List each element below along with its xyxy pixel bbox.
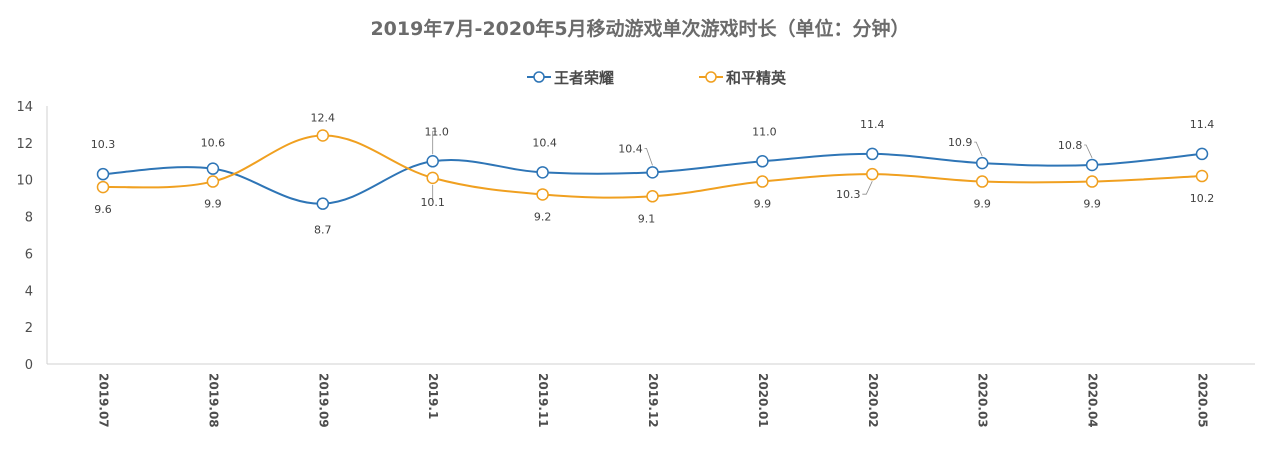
legend-item-series-1: 王者荣耀	[527, 66, 614, 88]
data-label-leader	[974, 141, 983, 157]
legend-item-series-2: 和平精英	[699, 66, 786, 88]
series-1-data-label: 8.7	[314, 224, 332, 237]
chart-title: 2019年7月-2020年5月移动游戏单次游戏时长（单位：分钟）	[370, 18, 910, 40]
legend: 王者荣耀 和平精英	[0, 66, 1280, 90]
series-1-data-label: 11.4	[860, 118, 885, 131]
x-tick-label: 2019.07	[97, 373, 111, 428]
series-1-data-label: 11.0	[752, 125, 777, 138]
series-1-point	[1085, 158, 1099, 172]
series-1-data-label: 10.6	[201, 137, 226, 150]
series-2-point	[206, 175, 220, 188]
series-1-point	[426, 155, 439, 168]
series-1-data-label: 11.0	[424, 125, 449, 138]
x-tick-label: 2020.02	[866, 373, 880, 428]
series-1-point	[536, 166, 549, 179]
data-label-leader	[862, 181, 873, 195]
series-1-point	[206, 162, 220, 175]
series-1-point	[646, 166, 659, 179]
x-tick-label: 2019.11	[536, 373, 550, 428]
series-1-point	[96, 167, 110, 181]
y-tick-label: 14	[16, 100, 33, 115]
series-1-data-label: 10.4	[618, 142, 643, 155]
y-tick-label: 10	[16, 174, 33, 189]
series-2-point	[756, 175, 769, 188]
x-tick-label: 2020.01	[756, 373, 770, 428]
series-2-point	[96, 180, 110, 194]
series-1-data-label: 10.3	[91, 138, 116, 151]
y-tick-label: 6	[25, 247, 33, 262]
y-tick-label: 0	[25, 358, 33, 373]
series-2-point	[1195, 169, 1209, 183]
series-2-point	[646, 190, 659, 203]
legend-marker-series-1	[527, 71, 551, 83]
series-2-data-label: 9.1	[638, 212, 656, 225]
series-1-point	[975, 156, 989, 170]
data-label-leader	[432, 130, 437, 155]
x-tick-label: 2019.08	[206, 373, 220, 428]
legend-label-series-2: 和平精英	[726, 68, 787, 87]
x-tick-label: 2020.03	[976, 373, 990, 428]
series-2-point	[536, 188, 549, 201]
series-1-data-label: 11.4	[1190, 118, 1215, 131]
series-2-data-label: 9.9	[754, 198, 772, 211]
series-2-data-label: 9.6	[94, 203, 112, 216]
series-1-point	[756, 155, 769, 168]
series-1-data-label: 10.4	[532, 136, 557, 149]
series-1-point	[316, 197, 330, 210]
series-2-point	[426, 171, 439, 185]
series-2-data-label: 10.3	[836, 188, 861, 201]
legend-label-series-1: 王者荣耀	[554, 68, 615, 87]
series-2-data-label: 12.4	[311, 111, 336, 124]
data-label-leader	[644, 147, 653, 166]
y-tick-label: 12	[16, 137, 33, 152]
series-2-point	[866, 167, 879, 181]
x-tick-label: 2019.09	[316, 373, 330, 428]
series-1-point	[866, 147, 879, 161]
data-label-leader	[1084, 144, 1093, 159]
series-2-point	[1085, 175, 1099, 188]
x-tick-label: 2020.04	[1086, 373, 1100, 428]
y-tick-label: 2	[25, 321, 33, 336]
series-2-point	[316, 129, 330, 142]
x-tick-label: 2020.05	[1196, 373, 1210, 428]
series-1-data-label: 10.9	[948, 136, 973, 149]
series-2-data-label: 9.9	[204, 198, 222, 211]
x-tick-label: 2019.1	[426, 373, 440, 419]
legend-marker-series-2	[699, 71, 723, 83]
x-tick-label: 2019.12	[646, 373, 660, 428]
series-2-point	[975, 175, 989, 188]
series-2-data-label: 9.2	[534, 210, 552, 223]
series-2-data-label: 9.9	[1083, 198, 1101, 211]
series-1-data-label: 10.8	[1058, 139, 1083, 152]
y-tick-label: 4	[25, 284, 33, 299]
y-tick-label: 8	[25, 211, 33, 226]
series-1-point	[1195, 147, 1209, 161]
series-2-data-label: 9.9	[973, 198, 991, 211]
series-2-data-label: 10.2	[1190, 192, 1215, 205]
series-2-data-label: 10.1	[420, 196, 445, 209]
